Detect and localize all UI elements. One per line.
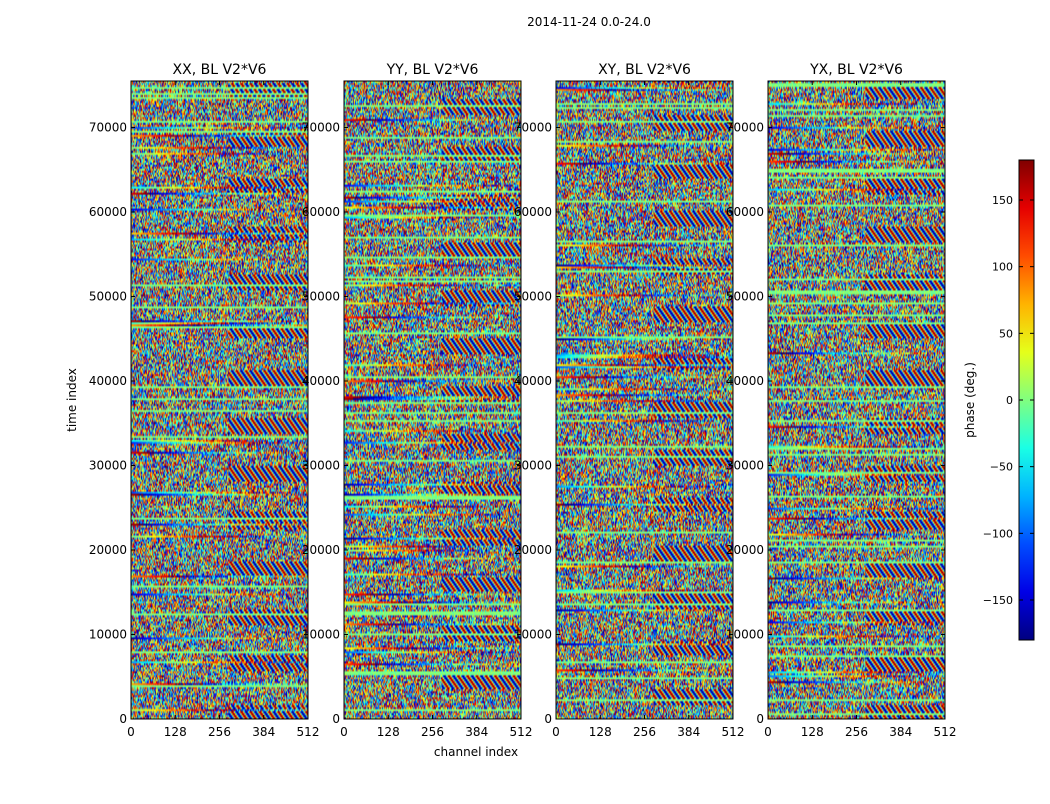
y-tick-label: 20000 — [302, 543, 340, 557]
x-tick-label: 0 — [340, 725, 348, 739]
y-tick-label: 40000 — [302, 374, 340, 388]
x-tick-label: 128 — [801, 725, 824, 739]
x-tick-label: 0 — [127, 725, 135, 739]
panel-3: XY, BL V2*V6 0 128 256 384 512 0 10000 20000 3000… — [514, 62, 745, 739]
x-tick-label: 0 — [764, 725, 772, 739]
y-tick-label: 70000 — [726, 120, 764, 134]
panels: XX, BL V2*V6 0 128 256 384 512 0 10000 20000 3000… — [89, 62, 957, 739]
x-tick-label: 384 — [465, 725, 488, 739]
y-tick-label: 10000 — [726, 627, 764, 641]
y-tick-label: 0 — [756, 712, 764, 726]
y-tick-label: 40000 — [89, 374, 127, 388]
colorbar-tick-label: 0 — [1006, 394, 1013, 407]
heatmap-image-3 — [556, 81, 733, 719]
x-tick-label: 128 — [589, 725, 612, 739]
x-tick-label: 512 — [297, 725, 320, 739]
heatmap-image-1 — [131, 81, 308, 719]
panel-4: YX, BL V2*V6 0 128 256 384 512 0 10000 20000 3000… — [726, 62, 957, 739]
y-tick-label: 20000 — [89, 543, 127, 557]
ylabel: time index — [65, 368, 79, 432]
y-tick-label: 30000 — [302, 458, 340, 472]
y-tick-label: 20000 — [726, 543, 764, 557]
y-tick-label: 30000 — [514, 458, 552, 472]
y-tick-label: 70000 — [514, 120, 552, 134]
y-tick-label: 50000 — [302, 289, 340, 303]
x-tick-label: 256 — [845, 725, 868, 739]
y-tick-label: 10000 — [514, 627, 552, 641]
x-tick-label: 128 — [377, 725, 400, 739]
y-tick-label: 50000 — [726, 289, 764, 303]
x-tick-label: 512 — [510, 725, 533, 739]
y-tick-label: 70000 — [89, 120, 127, 134]
y-tick-label: 0 — [119, 712, 127, 726]
heatmap-image-4 — [768, 81, 945, 719]
xlabel: channel index — [434, 745, 518, 759]
panel-1: XX, BL V2*V6 0 128 256 384 512 0 10000 20000 3000… — [89, 62, 320, 739]
y-tick-label: 10000 — [89, 627, 127, 641]
colorbar-tick-label: 100 — [992, 261, 1013, 274]
heatmap-image-2 — [344, 81, 521, 719]
figure-suptitle: 2014-11-24 0.0-24.0 — [527, 15, 651, 29]
x-tick-label: 128 — [164, 725, 187, 739]
y-tick-label: 0 — [544, 712, 552, 726]
x-tick-label: 256 — [208, 725, 231, 739]
panel-title: YX, BL V2*V6 — [809, 62, 903, 78]
colorbar-tick-label: 50 — [999, 327, 1013, 340]
y-tick-label: 60000 — [89, 205, 127, 219]
panel-title: XX, BL V2*V6 — [173, 62, 267, 78]
panel-title: YY, BL V2*V6 — [386, 62, 479, 78]
x-tick-label: 0 — [552, 725, 560, 739]
y-tick-label: 60000 — [514, 205, 552, 219]
colorbar-tick-label: −100 — [983, 527, 1013, 540]
x-tick-label: 256 — [421, 725, 444, 739]
x-tick-label: 384 — [677, 725, 700, 739]
x-tick-label: 384 — [889, 725, 912, 739]
x-tick-label: 256 — [633, 725, 656, 739]
y-tick-label: 40000 — [726, 374, 764, 388]
colorbar-label: phase (deg.) — [963, 362, 977, 438]
colorbar: 150 100 50 0 −50 −100 −150 — [983, 159, 1035, 641]
panel-title: XY, BL V2*V6 — [598, 62, 691, 78]
y-tick-label: 50000 — [89, 289, 127, 303]
colorbar-tick-label: 150 — [992, 194, 1013, 207]
y-tick-label: 30000 — [726, 458, 764, 472]
y-tick-label: 50000 — [514, 289, 552, 303]
x-tick-label: 384 — [252, 725, 275, 739]
y-tick-label: 20000 — [514, 543, 552, 557]
y-tick-label: 60000 — [726, 205, 764, 219]
x-tick-label: 512 — [722, 725, 745, 739]
x-tick-label: 512 — [934, 725, 957, 739]
y-tick-label: 0 — [332, 712, 340, 726]
colorbar-tick-label: −50 — [990, 461, 1013, 474]
panel-2: YY, BL V2*V6 0 128 256 384 512 0 10000 20000 3000… — [302, 62, 533, 739]
y-tick-label: 10000 — [302, 627, 340, 641]
y-tick-label: 60000 — [302, 205, 340, 219]
y-tick-label: 40000 — [514, 374, 552, 388]
colorbar-tick-label: −150 — [983, 594, 1013, 607]
y-tick-label: 30000 — [89, 458, 127, 472]
y-tick-label: 70000 — [302, 120, 340, 134]
